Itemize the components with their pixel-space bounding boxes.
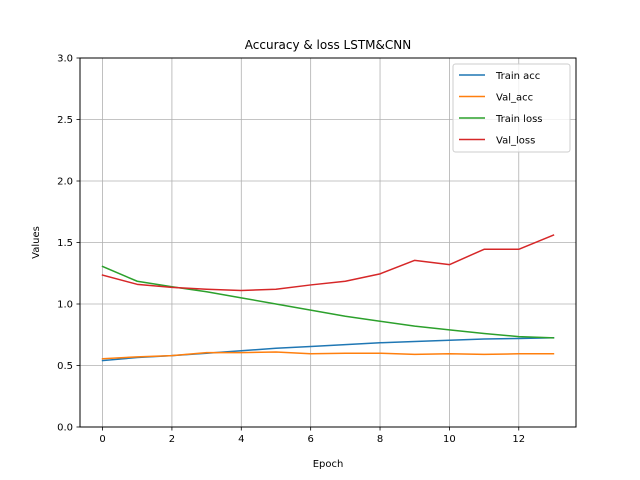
series-line-val-loss	[101, 234, 555, 292]
y-tick-label: 2.5	[57, 115, 73, 126]
y-tick-label: 0.0	[57, 423, 73, 434]
x-tick-label: 6	[307, 434, 313, 445]
y-tick-label: 2.0	[57, 177, 73, 188]
x-axis-label: Epoch	[313, 459, 344, 470]
x-tick-label: 8	[377, 434, 383, 445]
x-tick-label: 2	[169, 434, 175, 445]
y-tick-label: 0.5	[57, 361, 73, 372]
x-tick-label: 4	[238, 434, 244, 445]
legend-label: Val_acc	[496, 92, 533, 103]
legend-box	[452, 63, 571, 153]
legend-label: Val_loss	[496, 135, 535, 146]
x-tick-label: 12	[512, 434, 525, 445]
x-tick-label: 10	[443, 434, 456, 445]
legend: Train acc Val_acc Train loss Val_loss	[452, 63, 571, 153]
chart-title: Accuracy & loss LSTM&CNN	[245, 38, 411, 52]
legend-label: Train loss	[495, 114, 543, 125]
legend-label: Train acc	[495, 71, 540, 82]
y-tick-label: 1.5	[57, 238, 73, 249]
x-tick-label: 0	[99, 434, 105, 445]
series-lines	[101, 234, 555, 362]
y-tick-label: 3.0	[57, 54, 73, 65]
series-line-val-acc	[101, 351, 555, 360]
axis-ticks: 0 2 4 6 8 10 12 0.0 0.5 1.0 1.5 2.0 2.5 3.0	[57, 54, 525, 446]
y-tick-label: 1.0	[57, 300, 73, 311]
y-axis-label: Values	[31, 226, 42, 259]
